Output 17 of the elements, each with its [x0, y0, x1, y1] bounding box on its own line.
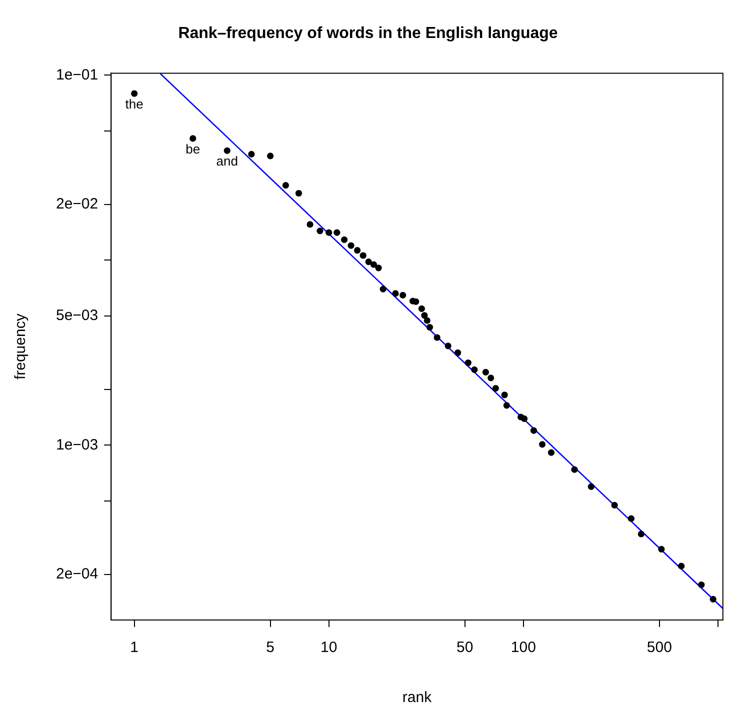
chart-title: Rank–frequency of words in the English language [178, 25, 558, 42]
y-tick-label: 1e−01 [56, 66, 98, 84]
x-tick-label: 50 [456, 639, 474, 656]
y-axis-title: frequency [12, 313, 30, 380]
x-tick-label: 10 [320, 639, 338, 656]
x-tick-label: 5 [266, 639, 274, 656]
annotation: and [216, 154, 238, 169]
x-axis-title: rank [402, 689, 432, 706]
annotation: the [125, 96, 144, 112]
annotation: be [186, 142, 200, 157]
y-tick-label: 1e−03 [56, 436, 98, 454]
x-tick-label: 100 [510, 639, 536, 656]
y-tick-label: 5e−03 [56, 307, 98, 324]
x-tick-label: 1 [130, 639, 138, 656]
x-tick-label: 500 [646, 639, 672, 656]
y-tick-label: 2e−04 [56, 566, 98, 583]
y-tick-label: 2e−02 [56, 196, 98, 213]
